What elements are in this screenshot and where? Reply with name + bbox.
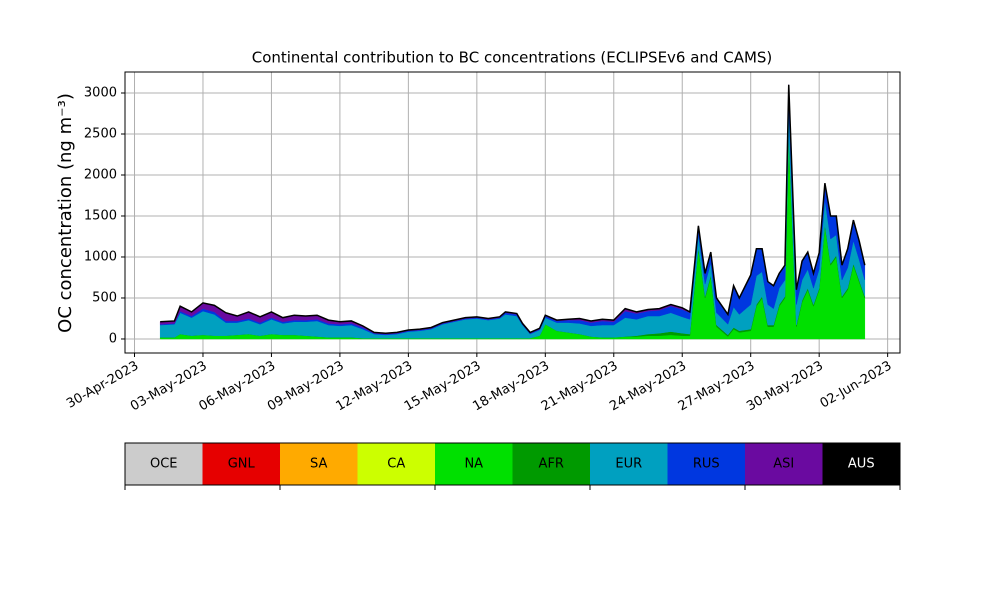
colorbar-swatch (512, 443, 590, 485)
colorbar-swatch (202, 443, 280, 485)
x-tick-label: 30-May-2023 (744, 359, 826, 415)
x-tick-label: 02-Jun-2023 (818, 359, 895, 412)
colorbar-label: NA (464, 457, 483, 472)
colorbar-swatch (822, 443, 900, 485)
y-tick-label: 3000 (84, 85, 117, 100)
colorbar-label: ASI (773, 457, 794, 472)
colorbar-frame (124, 442, 901, 486)
y-tick-label: 1000 (84, 249, 117, 264)
y-tick-label: 500 (92, 290, 117, 305)
colorbar-swatch (125, 443, 203, 485)
x-tick-label: 24-May-2023 (607, 359, 689, 415)
x-tick-label: 18-May-2023 (470, 359, 552, 415)
outline (160, 84, 866, 334)
x-tick-label: 03-May-2023 (128, 359, 210, 415)
x-tick-label: 15-May-2023 (402, 359, 484, 415)
colorbar-label: AFR (539, 457, 564, 472)
colorbar-swatch (745, 443, 823, 485)
colorbar-label: OCE (150, 457, 178, 472)
colorbar-label: RUS (693, 457, 720, 472)
y-tick-label: 2000 (84, 167, 117, 182)
colorbar-swatch (357, 443, 435, 485)
area (159, 136, 866, 340)
x-tick-label: 21-May-2023 (539, 359, 621, 415)
y-tick-label: 0 (109, 331, 117, 346)
x-tick-label: 09-May-2023 (265, 359, 347, 415)
colorbar-label: GNL (228, 457, 256, 472)
colorbar-swatch (590, 443, 668, 485)
colorbar-swatch (280, 443, 358, 485)
y-axis-label: OC concentration (ng m⁻³) (55, 93, 76, 333)
x-tick-label: 12-May-2023 (333, 359, 415, 415)
colorbar-label: CA (387, 457, 405, 472)
x-tick-label: 27-May-2023 (676, 359, 758, 415)
colorbar-swatch (667, 443, 745, 485)
y-tick-label: 2500 (84, 126, 117, 141)
plot-frame (124, 71, 901, 354)
colorbar-label: EUR (615, 457, 642, 472)
colorbar-label: AUS (848, 457, 875, 472)
colorbar-label: SA (310, 457, 327, 472)
colorbar-swatch (435, 443, 513, 485)
y-tick-label: 1500 (84, 208, 117, 223)
x-tick-label: 06-May-2023 (197, 359, 279, 415)
chart-title: Continental contribution to BC concentra… (252, 49, 773, 67)
